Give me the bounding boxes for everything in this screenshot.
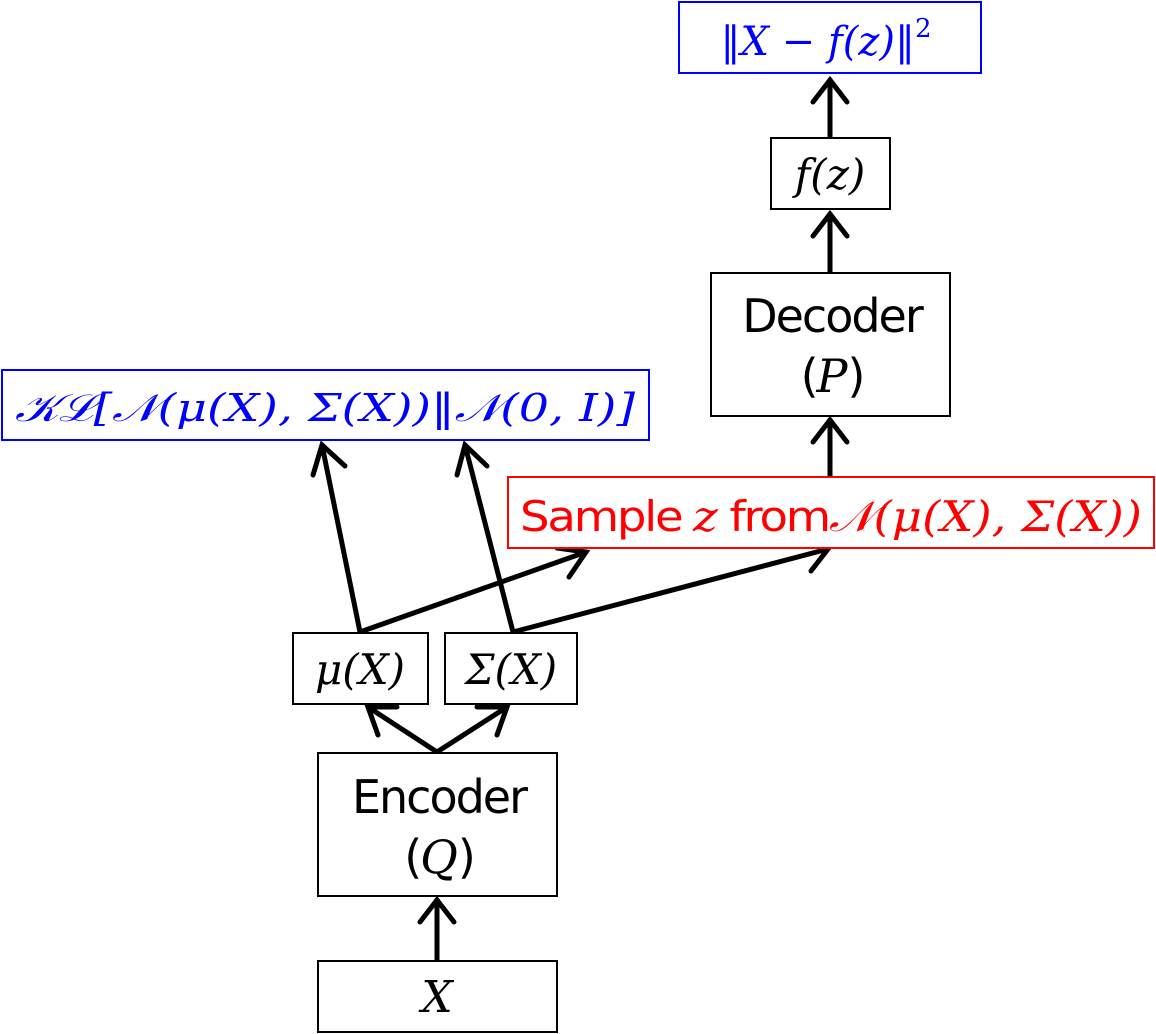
fz-label: f(z) — [792, 150, 865, 199]
arrow-sample-to-decoder — [810, 415, 850, 479]
decoder-title: Decoder — [742, 289, 924, 343]
arrow-sigma-to-sample — [510, 538, 833, 635]
arrow-decoder-to-fz — [810, 209, 850, 275]
kl-loss-label: 𝒦ℒ[𝒩(μ(X), Σ(X))‖𝒩(0, I)] — [15, 386, 635, 430]
sample-node: Sample z from 𝒩(μ(X), Σ(X)) — [507, 476, 1155, 549]
arrow-fz-to-recon — [810, 75, 850, 140]
mu-node: μ(X) — [292, 632, 429, 705]
arrow-encoder-to-sigma — [434, 704, 511, 755]
recon-exponent: 2 — [915, 14, 932, 44]
arrow-mu-to-sample — [357, 545, 591, 635]
input-node: X — [317, 960, 558, 1033]
arrow-input-to-encoder — [417, 895, 457, 963]
sigma-node: Σ(X) — [444, 632, 578, 705]
mu-label: μ(X) — [315, 645, 405, 694]
sigma-label: Σ(X) — [463, 645, 557, 694]
kl-loss-node: 𝒦ℒ[𝒩(μ(X), Σ(X))‖𝒩(0, I)] — [1, 369, 650, 441]
encoder-node: Encoder (Q) — [317, 752, 558, 897]
sample-var: z — [692, 492, 719, 541]
encoder-var: Q — [420, 830, 458, 884]
recon-loss-label: ‖X − f(z)‖2 — [720, 14, 931, 65]
decoder-var: P — [816, 349, 849, 403]
arrow-sigma-to-kl — [454, 440, 516, 635]
input-label: X — [418, 972, 454, 1023]
decoder-subtitle: (P) — [801, 349, 864, 403]
sample-from-word: from — [729, 492, 829, 541]
arrow-encoder-to-mu — [364, 704, 440, 755]
sample-word: Sample — [520, 492, 682, 541]
encoder-title: Encoder — [352, 770, 528, 824]
arrow-mu-to-kl — [310, 440, 363, 635]
decoder-node: Decoder (P) — [710, 272, 951, 417]
sample-label: Sample z from 𝒩(μ(X), Σ(X)) — [520, 492, 1142, 541]
recon-loss-node: ‖X − f(z)‖2 — [678, 1, 982, 74]
sample-dist: 𝒩(μ(X), Σ(X)) — [829, 492, 1142, 541]
encoder-subtitle: (Q) — [404, 830, 474, 884]
fz-node: f(z) — [770, 137, 891, 210]
